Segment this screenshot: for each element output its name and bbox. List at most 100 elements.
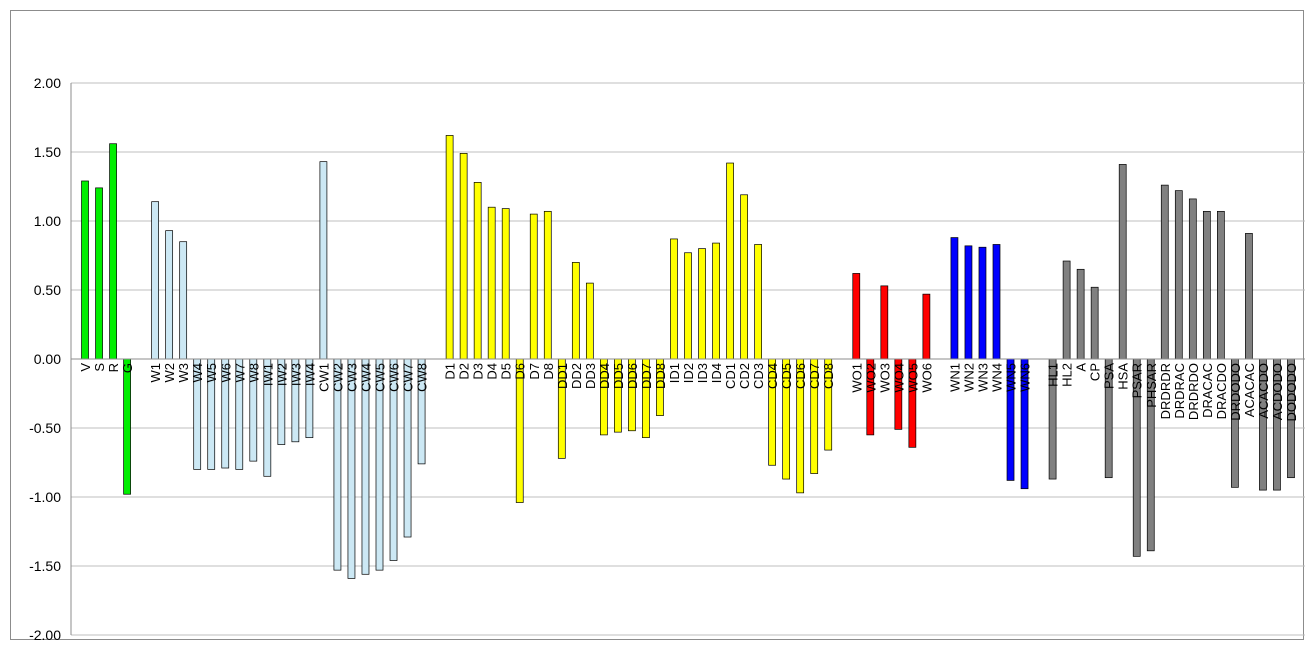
- category-label: DRDRDR: [1158, 363, 1173, 419]
- category-label: DD7: [639, 363, 654, 389]
- y-tick-label: 1.50: [34, 144, 61, 160]
- category-label: DD4: [597, 363, 612, 389]
- category-label: W3: [176, 363, 191, 383]
- category-label: ID3: [695, 363, 710, 383]
- category-label: ACACAC: [1242, 363, 1257, 417]
- label-layer: 2.00 1.50 1.00 0.50 0.00 -0.50 -1.00 -1.50 -2.00…: [29, 75, 1299, 641]
- category-label: WN3: [975, 363, 990, 392]
- bar-d5: [501, 208, 510, 360]
- bar-w3: [179, 241, 188, 360]
- category-label: IW3: [288, 363, 303, 386]
- y-tick-label: -0.50: [29, 420, 61, 436]
- y-tick-label: -2.00: [29, 627, 61, 641]
- y-tick-label: -1.00: [29, 489, 61, 505]
- category-label: WO4: [891, 363, 906, 393]
- category-label: D2: [457, 363, 472, 380]
- bar-dd3: [585, 282, 594, 360]
- category-label: WO2: [863, 363, 878, 393]
- category-label: D1: [443, 363, 458, 380]
- category-label: CD4: [765, 363, 780, 389]
- category-label: ACACDO: [1256, 363, 1271, 419]
- bar-drdrdr: [1160, 184, 1169, 360]
- category-label: CW5: [373, 363, 388, 392]
- bar-chart: 2.00 1.50 1.00 0.50 0.00 -0.50 -1.00 -1.50 -2.00…: [29, 75, 1305, 641]
- category-label: CW7: [401, 363, 416, 392]
- category-label: DD5: [611, 363, 626, 389]
- bar-hl2: [1062, 260, 1071, 360]
- bar-d2: [459, 153, 468, 360]
- category-label: WO5: [905, 363, 920, 393]
- category-label: WN5: [1004, 363, 1019, 392]
- category-label: WN6: [1018, 363, 1033, 392]
- category-label: HL1: [1046, 363, 1061, 387]
- bar-wn1: [950, 237, 959, 360]
- bar-id4: [712, 242, 720, 360]
- bar-g: [123, 358, 131, 495]
- category-label: DRACAC: [1200, 363, 1215, 418]
- category-label: W6: [218, 363, 233, 383]
- category-label: CP: [1088, 363, 1103, 381]
- bar-cp: [1090, 286, 1099, 360]
- category-label: DRDODO: [1228, 363, 1243, 421]
- y-tick-label: -1.50: [29, 558, 61, 574]
- bar-wn2: [964, 245, 973, 360]
- bar-d7: [529, 213, 538, 360]
- bar-dracdo: [1217, 210, 1225, 360]
- category-label: PSAR: [1130, 363, 1145, 398]
- category-label: D6: [513, 363, 528, 380]
- category-label: CD5: [779, 363, 794, 389]
- category-label: D5: [499, 363, 514, 380]
- category-label: DRDRAC: [1172, 363, 1187, 419]
- bar-cw1: [319, 161, 328, 360]
- y-tick-label: 0.50: [34, 282, 61, 298]
- bar-wo3: [880, 285, 889, 360]
- bar-id3: [698, 248, 706, 360]
- bar-hsa: [1118, 164, 1127, 360]
- y-tick-label: 0.00: [34, 351, 61, 367]
- category-label: CD2: [737, 363, 752, 389]
- bar-v: [81, 180, 89, 360]
- chart-frame: 2.00 1.50 1.00 0.50 0.00 -0.50 -1.00 -1.50 -2.00…: [10, 10, 1305, 641]
- bar-drdrdo: [1188, 198, 1197, 360]
- category-label: DRDRDO: [1186, 363, 1201, 420]
- bar-dd2: [571, 262, 580, 360]
- category-label: CD6: [793, 363, 808, 389]
- bar-s: [95, 187, 103, 360]
- category-label: CW2: [330, 363, 345, 392]
- category-label: W2: [162, 363, 177, 383]
- category-label: ID2: [681, 363, 696, 383]
- category-label: DD6: [625, 363, 640, 389]
- category-label: IW1: [260, 363, 275, 386]
- bar-id1: [670, 238, 678, 360]
- category-label: ACDODO: [1270, 363, 1285, 420]
- category-label: WN4: [990, 363, 1005, 392]
- category-label: HSA: [1116, 363, 1131, 390]
- bar-a: [1076, 268, 1085, 360]
- category-label: R: [106, 363, 121, 372]
- category-label: DRACDO: [1214, 363, 1229, 419]
- bar-id2: [684, 252, 692, 360]
- category-label: IW4: [302, 363, 317, 386]
- category-label: DD8: [653, 363, 668, 389]
- bar-wn3: [978, 246, 987, 360]
- category-label: WN2: [961, 363, 976, 392]
- category-label: CW6: [387, 363, 402, 392]
- bar-cd2: [740, 194, 748, 360]
- category-label: DD2: [569, 363, 584, 389]
- category-label: CD1: [723, 363, 738, 389]
- bar-layer: [81, 135, 1295, 579]
- category-label: DD3: [583, 363, 598, 389]
- category-label: G: [120, 363, 135, 373]
- category-label: ID1: [667, 363, 682, 383]
- y-tick-label: 1.00: [34, 213, 61, 229]
- category-label: W5: [204, 363, 219, 383]
- bar-drdrac: [1174, 190, 1183, 360]
- category-label: D3: [471, 363, 486, 380]
- bar-w2: [165, 230, 174, 360]
- bar-wn4: [992, 244, 1001, 360]
- category-label: W1: [148, 363, 163, 383]
- category-label: W7: [232, 363, 247, 383]
- category-label: WN1: [947, 363, 962, 392]
- bar-wo1: [852, 273, 861, 360]
- category-label: W8: [246, 363, 261, 383]
